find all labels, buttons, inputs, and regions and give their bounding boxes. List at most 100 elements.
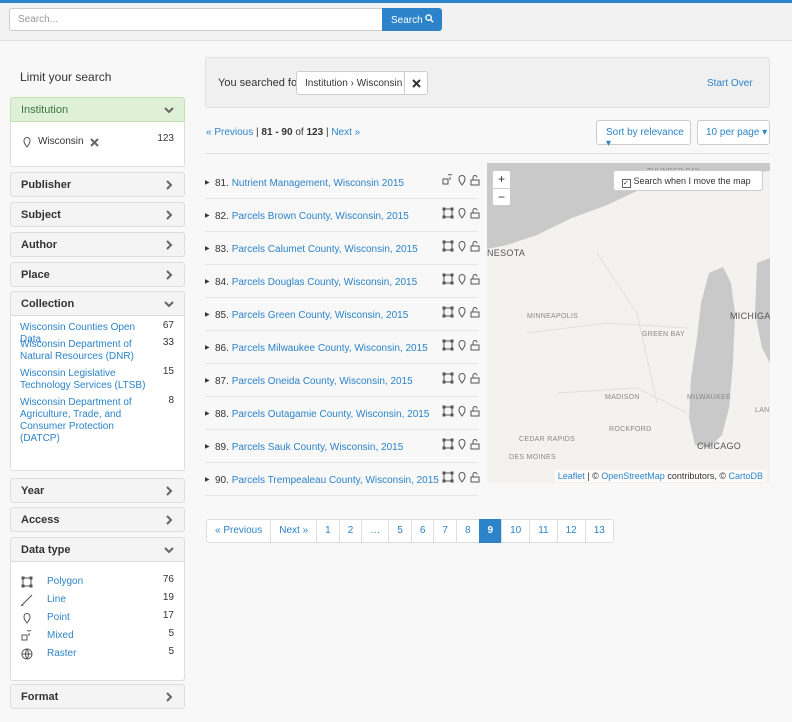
facet-item-link[interactable]: Wisconsin Department of Agriculture, Tra… bbox=[20, 397, 132, 444]
start-over[interactable]: Start Over bbox=[707, 78, 753, 89]
result-row: ▶ 84. Parcels Douglas County, Wisconsin, … bbox=[205, 265, 480, 298]
page-link[interactable]: 1 bbox=[316, 519, 340, 543]
expand-caret[interactable]: ▶ bbox=[205, 213, 210, 219]
result-link[interactable]: Nutrient Management, Wisconsin 2015 bbox=[231, 178, 404, 189]
type-icon bbox=[442, 372, 454, 384]
facet-header[interactable]: Collection bbox=[10, 291, 185, 316]
expand-caret[interactable]: ▶ bbox=[205, 312, 210, 318]
institution-icon-path bbox=[458, 307, 466, 318]
access-icon bbox=[470, 439, 480, 450]
page-prev[interactable]: « Previous bbox=[206, 519, 272, 543]
per-page-dropdown[interactable]: 10 per page ▾ bbox=[697, 120, 770, 145]
institution-icon-path bbox=[458, 406, 466, 417]
page-link[interactable]: 5 bbox=[388, 519, 412, 543]
type-icon-path bbox=[442, 471, 454, 483]
result-link[interactable]: Parcels Sauk County, Wisconsin, 2015 bbox=[231, 442, 404, 453]
expand-caret[interactable]: ▶ bbox=[205, 477, 210, 483]
access-icon-path bbox=[470, 241, 480, 252]
type-icon-path bbox=[442, 306, 454, 318]
result-title: 89. Parcels Sauk County, Wisconsin, 2015 bbox=[215, 442, 403, 453]
type-icon-path bbox=[442, 339, 454, 351]
sidebar-title: Limit your search bbox=[20, 70, 112, 84]
result-link[interactable]: Parcels Green County, Wisconsin, 2015 bbox=[231, 310, 409, 321]
next-link[interactable]: Next » bbox=[331, 127, 361, 138]
facet-item-link[interactable]: Polygon bbox=[47, 576, 84, 587]
facet-header[interactable]: Subject bbox=[10, 202, 185, 227]
attr-leaflet[interactable]: Leaflet bbox=[557, 471, 585, 481]
result-title: 81. Nutrient Management, Wisconsin 2015 bbox=[215, 178, 404, 189]
page-link[interactable]: 13 bbox=[584, 519, 614, 543]
facet-item-link[interactable]: Raster bbox=[47, 648, 77, 659]
result-link[interactable]: Parcels Trempealeau County, Wisconsin, 2… bbox=[231, 475, 439, 486]
facet-header[interactable]: Data type bbox=[10, 537, 185, 562]
access-icon bbox=[470, 208, 480, 219]
page-link[interactable]: 6 bbox=[410, 519, 435, 543]
search-toggle[interactable]: ✓ Search when I move the map bbox=[613, 170, 763, 191]
access-icon bbox=[470, 307, 480, 318]
attr-osm[interactable]: OpenStreetMap bbox=[601, 471, 665, 481]
facet-header[interactable]: Institution bbox=[10, 97, 185, 122]
expand-caret[interactable]: ▶ bbox=[205, 180, 210, 186]
facet-item-link[interactable]: Mixed bbox=[47, 630, 74, 641]
result-link[interactable]: Parcels Brown County, Wisconsin, 2015 bbox=[231, 211, 409, 222]
result-link[interactable]: Parcels Milwaukee County, Wisconsin, 201… bbox=[231, 343, 428, 354]
facet-header[interactable]: Author bbox=[10, 232, 185, 257]
page-link[interactable]: 8 bbox=[455, 519, 480, 543]
search-button[interactable]: Search bbox=[382, 8, 442, 31]
institution-icon-path bbox=[458, 241, 466, 252]
result-link[interactable]: Parcels Oneida County, Wisconsin, 2015 bbox=[231, 376, 413, 387]
prev-link[interactable]: « Previous bbox=[206, 127, 254, 138]
result-link[interactable]: Parcels Outagamie County, Wisconsin, 201… bbox=[231, 409, 430, 420]
map-label: ROCKFORD bbox=[609, 426, 651, 433]
page-link[interactable]: 10 bbox=[501, 519, 531, 543]
zoom-out[interactable]: − bbox=[497, 190, 505, 204]
type-icon bbox=[442, 438, 454, 450]
page-next[interactable]: Next » bbox=[270, 519, 318, 543]
expand-caret[interactable]: ▶ bbox=[205, 279, 210, 285]
of: of bbox=[295, 127, 304, 138]
search-input[interactable]: Search... bbox=[9, 8, 383, 31]
constraint-remove[interactable] bbox=[404, 72, 428, 94]
expand-caret[interactable]: ▶ bbox=[205, 378, 210, 384]
facet-header[interactable]: Place bbox=[10, 262, 185, 287]
expand-caret[interactable]: ▶ bbox=[205, 444, 210, 450]
attr-carto[interactable]: CartoDB bbox=[728, 471, 763, 481]
result-row: ▶ 82. Parcels Brown County, Wisconsin, 20… bbox=[205, 199, 480, 232]
page-link[interactable]: 2 bbox=[338, 519, 363, 543]
institution-icon-path bbox=[458, 472, 466, 483]
facet-body: Wisconsin 123 bbox=[10, 122, 185, 167]
facet-count: 19 bbox=[162, 592, 174, 603]
map[interactable]: THUNDER BAYNESOTAMINNEAPOLISGREEN BAYMIC… bbox=[487, 163, 770, 483]
attribution: Leaflet | © OpenStreetMap contributors, … bbox=[554, 470, 766, 482]
facet-item-link[interactable]: Wisconsin Department of Natural Resource… bbox=[20, 339, 134, 362]
checkbox[interactable]: ✓ bbox=[622, 179, 631, 188]
roads bbox=[526, 252, 688, 414]
facet-label: Subject bbox=[21, 209, 61, 221]
result-link[interactable]: Parcels Calumet County, Wisconsin, 2015 bbox=[231, 244, 418, 255]
facet-header[interactable]: Year bbox=[10, 478, 185, 503]
facet-item-link[interactable]: Wisconsin Counties Open Data bbox=[20, 322, 136, 345]
institution-icon-path bbox=[23, 137, 31, 148]
facet-header[interactable]: Access bbox=[10, 507, 185, 532]
expand-caret[interactable]: ▶ bbox=[205, 246, 210, 252]
facet-header[interactable]: Format bbox=[10, 684, 185, 709]
facet-item-link[interactable]: Point bbox=[47, 612, 70, 623]
zoom-in[interactable]: + bbox=[493, 171, 510, 189]
remove-facet[interactable] bbox=[90, 138, 99, 147]
expand-caret[interactable]: ▶ bbox=[205, 411, 210, 417]
datatype-icon-path bbox=[21, 594, 33, 606]
type-icon-path bbox=[442, 372, 454, 384]
sort-dropdown[interactable]: Sort by relevance ▾ bbox=[596, 120, 691, 149]
result-link[interactable]: Parcels Douglas County, Wisconsin, 2015 bbox=[231, 277, 418, 288]
expand-caret[interactable]: ▶ bbox=[205, 345, 210, 351]
chevron bbox=[164, 547, 174, 554]
institution-icon bbox=[23, 137, 31, 148]
page-link[interactable]: 11 bbox=[529, 519, 558, 543]
facet-item-link[interactable]: Line bbox=[47, 594, 66, 605]
facet-item-link[interactable]: Wisconsin Legislative Technology Service… bbox=[20, 368, 146, 391]
page-link[interactable]: 7 bbox=[433, 519, 457, 543]
facet-header[interactable]: Publisher bbox=[10, 172, 185, 197]
page-link[interactable]: 12 bbox=[556, 519, 586, 543]
page-link[interactable]: 9 bbox=[478, 519, 503, 543]
facet-item-label: Wisconsin bbox=[38, 136, 84, 147]
